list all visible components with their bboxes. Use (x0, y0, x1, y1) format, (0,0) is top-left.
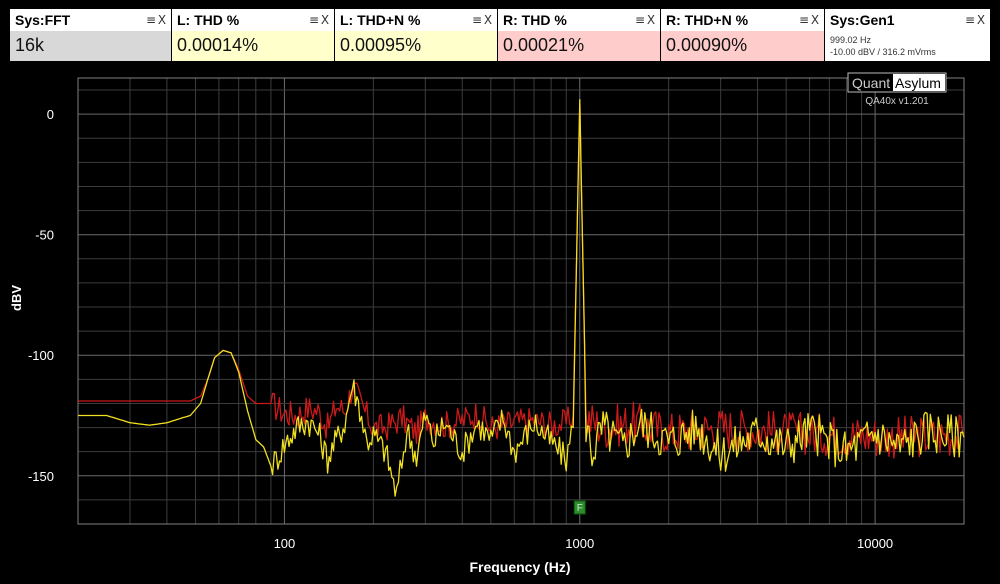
menu-icon[interactable]: ≡ (309, 13, 321, 27)
close-icon[interactable]: X (810, 13, 821, 27)
widget-r-thdn[interactable]: R: THD+N % ≡X 0.00090% (661, 9, 825, 61)
marker-box (573, 500, 586, 515)
widget-title: L: THD % (177, 12, 240, 28)
x-axis-label: Frequency (Hz) (469, 559, 570, 575)
logo-text-quant: Quant (852, 75, 890, 91)
close-icon[interactable]: X (976, 13, 987, 27)
widget-header: R: THD+N % ≡X (661, 9, 824, 31)
frequency-marker[interactable]: F (573, 500, 586, 515)
widget-title: L: THD+N % (340, 12, 421, 28)
menu-icon[interactable]: ≡ (146, 13, 158, 27)
widget-value-area: 999.02 Hz -10.00 dBV / 316.2 mVrms (825, 31, 990, 61)
chart-ticks: 0 -50 -100 -150 100 1000 10000 (28, 107, 893, 551)
widget-controls: ≡X (472, 13, 494, 27)
x-tick-label: 100 (274, 536, 296, 551)
close-icon[interactable]: X (483, 13, 494, 27)
widget-controls: ≡X (965, 13, 987, 27)
widget-header: Sys:Gen1 ≡X (825, 9, 990, 31)
x-tick-label: 1000 (565, 536, 594, 551)
widget-value: 0.00090% (666, 35, 748, 55)
widget-l-thdn[interactable]: L: THD+N % ≡X 0.00095% (335, 9, 498, 61)
y-tick-label: 0 (47, 107, 54, 122)
widget-title: Sys:FFT (15, 12, 71, 28)
widget-title: Sys:Gen1 (830, 12, 895, 28)
widget-controls: ≡X (635, 13, 657, 27)
y-tick-label: -150 (28, 469, 54, 484)
widget-r-thd[interactable]: R: THD % ≡X 0.00021% (498, 9, 661, 61)
widget-value-area: 0.00090% (661, 31, 824, 61)
chart-traces (78, 99, 965, 497)
logo-text-asylum: Asylum (895, 75, 941, 91)
y-tick-label: -50 (35, 228, 54, 243)
widget-value-area: 0.00021% (498, 31, 660, 61)
widget-value-area: 0.00014% (172, 31, 334, 61)
widget-value: 0.00021% (503, 35, 585, 55)
widget-controls: ≡X (799, 13, 821, 27)
menu-icon[interactable]: ≡ (799, 13, 811, 27)
y-axis-label: dBV (9, 285, 24, 311)
plot-area (78, 78, 964, 524)
generator-frequency: 999.02 Hz (830, 35, 872, 45)
brand-logo: Quant Asylum QA40x v1.201 (847, 72, 947, 107)
widget-header: L: THD % ≡X (172, 9, 334, 31)
logo-highlight (893, 74, 945, 91)
widget-value: 0.00014% (177, 35, 259, 55)
chart-grid (77, 77, 965, 525)
widget-bar: Sys:FFT ≡X 16k L: THD % ≡X 0.00014% L: T… (10, 9, 990, 61)
x-tick-label: 10000 (857, 536, 893, 551)
widget-header: Sys:FFT ≡X (10, 9, 171, 31)
widget-header: R: THD % ≡X (498, 9, 660, 31)
generator-level: -10.00 dBV / 316.2 mVrms (830, 47, 936, 57)
marker-label: F (577, 503, 583, 514)
plot-border (77, 77, 965, 525)
widget-controls: ≡X (309, 13, 331, 27)
widget-fft[interactable]: Sys:FFT ≡X 16k (10, 9, 172, 61)
menu-icon[interactable]: ≡ (965, 13, 977, 27)
widget-value-area: 16k (10, 31, 171, 61)
widget-l-thd[interactable]: L: THD % ≡X 0.00014% (172, 9, 335, 61)
widget-value: 16k (15, 35, 45, 55)
close-icon[interactable]: X (320, 13, 331, 27)
close-icon[interactable]: X (646, 13, 657, 27)
widget-generator[interactable]: Sys:Gen1 ≡X 999.02 Hz -10.00 dBV / 316.2… (825, 9, 990, 61)
widget-title: R: THD % (503, 12, 567, 28)
menu-icon[interactable]: ≡ (472, 13, 484, 27)
y-tick-label: -100 (28, 348, 54, 363)
series-line-1 (78, 99, 965, 497)
widget-controls: ≡X (146, 13, 168, 27)
menu-icon[interactable]: ≡ (635, 13, 647, 27)
widget-header: L: THD+N % ≡X (335, 9, 497, 31)
close-icon[interactable]: X (157, 13, 168, 27)
version-label: QA40x v1.201 (865, 96, 929, 107)
widget-title: R: THD+N % (666, 12, 749, 28)
widget-value: 0.00095% (340, 35, 422, 55)
widget-value-area: 0.00095% (335, 31, 497, 61)
